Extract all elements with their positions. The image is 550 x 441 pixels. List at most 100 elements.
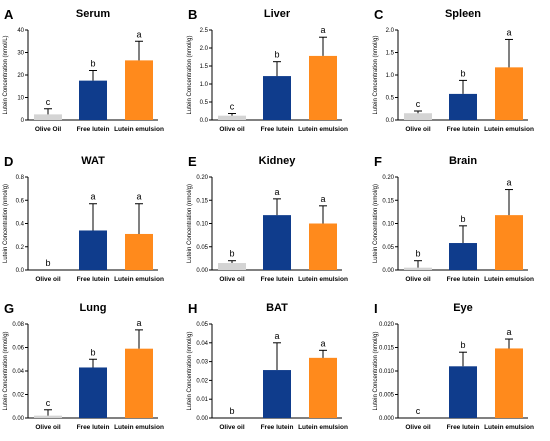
y-tick-label: 0.04 [196,341,208,347]
bar [309,357,337,418]
bar [79,230,107,270]
significance-letter: a [320,338,325,348]
x-tick-label: Free lutein [77,126,110,133]
y-tick-label: 0.2 [16,245,25,251]
bar [263,370,291,418]
significance-letter: b [45,258,50,268]
x-tick-label: Lutein emulsion [298,276,348,283]
x-tick-label: Olive oil [35,424,60,431]
panel-title: Spleen [445,8,481,20]
panel-letter: C [374,7,384,22]
bar [34,415,62,418]
panel-title: Eye [453,302,473,314]
significance-letter: c [46,398,51,408]
y-tick-label: 0.01 [196,397,208,403]
significance-letter: a [136,29,141,39]
bar [495,67,523,120]
significance-letter: b [274,50,279,60]
panel-letter: F [374,154,382,169]
x-tick-label: Olive oil [219,424,244,431]
significance-letter: a [320,194,325,204]
significance-letter: b [229,406,234,416]
bar [404,113,432,120]
panel-title: BAT [266,302,288,314]
x-tick-label: Free lutein [261,126,294,133]
y-tick-label: 0.15 [196,198,208,204]
y-tick-label: 0.000 [379,416,395,422]
x-tick-label: Olive oil [219,276,244,283]
panel-b: B Liver Lutein Concentration (nmol/g) 0.0 0.… [187,7,348,133]
panel-title: Liver [264,8,291,20]
y-tick-label: 0.20 [196,175,208,181]
y-tick-label: 10 [17,96,24,102]
x-tick-label: Lutein emulsion [114,126,164,133]
panel-g: G Lung Lutein Concentration (nmol/g)0.00 0.… [3,301,164,431]
panel-a: A Serum Lutein Concentration (nmol/L) 0 10 20… [3,7,164,133]
significance-letter: a [320,25,325,35]
bar [218,263,246,270]
significance-letter: b [90,347,95,357]
y-tick-label: 0.0 [386,118,395,124]
y-tick-label: 0.10 [382,222,394,228]
bar [79,80,107,120]
significance-letter: c [416,99,421,109]
y-axis-label: Lutein Concentration (nmol/g) [3,331,9,410]
panel-letter: A [4,7,14,22]
bar [263,215,291,270]
significance-letter: a [136,318,141,328]
x-tick-label: Olive oil [35,276,60,283]
bar [495,348,523,418]
x-tick-label: Lutein emulsion [298,126,348,133]
panel-h: H BAT Lutein Concentration (nmol/g)0.00 0.0… [187,301,348,431]
panel-f: F Brain Lutein Concentration (nmol/g)0.00 0… [373,154,534,283]
panel-i: I Eye Lutein Concentration (nmol/g)0.000 0.… [373,301,534,431]
y-tick-label: 0.05 [196,245,208,251]
y-tick-label: 2.5 [200,28,209,34]
significance-letter: c [416,406,421,416]
bar [125,233,153,270]
bar [449,93,477,120]
y-tick-label: 0.05 [382,245,394,251]
x-tick-label: Free lutein [77,424,110,431]
panel-letter: I [374,301,378,316]
y-axis-label: Lutein Concentration (nmol/g) [373,184,379,263]
x-tick-label: Free lutein [447,276,480,283]
panel-letter: G [4,301,14,316]
y-tick-label: 0.20 [382,175,394,181]
y-tick-label: 2.0 [386,28,395,34]
panel-title: Brain [449,155,477,167]
panel-letter: H [188,301,197,316]
y-tick-label: 0.15 [382,198,394,204]
panel-d: D WAT Lutein Concentration (nmol/g) 0.0 0.2 0… [3,154,164,283]
y-tick-label: 0.020 [379,322,395,328]
x-tick-label: Free lutein [447,424,480,431]
significance-letter: a [274,331,279,341]
y-tick-label: 40 [17,28,24,34]
x-tick-label: Lutein emulsion [484,276,534,283]
bar [125,60,153,120]
y-tick-label: 0.00 [196,268,208,274]
panel-title: Lung [80,302,107,314]
y-tick-label: 1.0 [386,73,395,79]
bar [125,348,153,418]
y-tick-label: 2.0 [200,46,209,52]
y-tick-label: 0.10 [196,222,208,228]
significance-letter: a [90,192,95,202]
significance-letter: b [229,249,234,259]
significance-letter: c [46,97,51,107]
bar [449,366,477,418]
panel-title: Serum [76,8,110,20]
bar [309,55,337,120]
x-tick-label: Lutein emulsion [298,424,348,431]
bar [79,367,107,418]
x-tick-label: Lutein emulsion [114,424,164,431]
bar [495,215,523,270]
bar [404,267,432,270]
y-tick-label: 0.4 [16,222,25,228]
x-tick-label: Lutein emulsion [484,126,534,133]
significance-letter: a [506,27,511,37]
y-tick-label: 0.08 [12,322,24,328]
x-tick-label: Lutein emulsion [114,276,164,283]
y-tick-label: 0.005 [379,393,395,399]
